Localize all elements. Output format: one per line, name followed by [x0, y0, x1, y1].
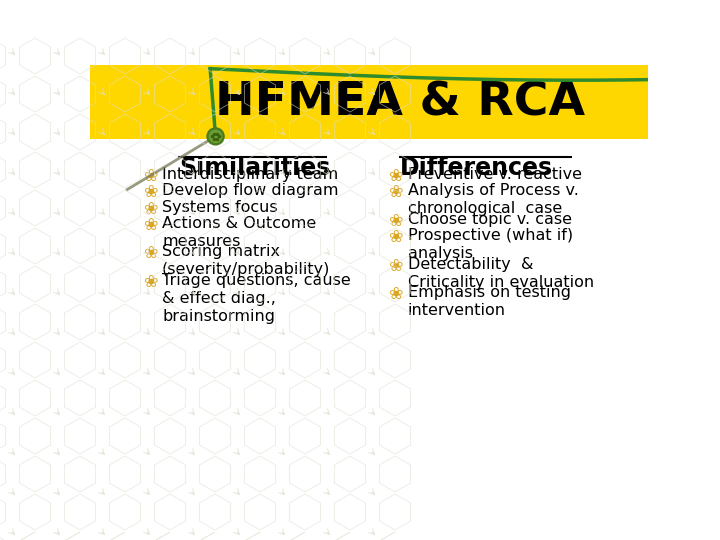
Text: Detectability  &
Criticality in evaluation: Detectability & Criticality in evaluatio…: [408, 256, 594, 289]
Text: ❀: ❀: [388, 212, 403, 230]
Text: Scoring matrix
(severity/probability): Scoring matrix (severity/probability): [162, 244, 330, 277]
Circle shape: [207, 128, 224, 145]
Text: ❀: ❀: [143, 215, 157, 234]
Text: Preventive v. reactive: Preventive v. reactive: [408, 167, 582, 182]
Text: Interdisciplinary team: Interdisciplinary team: [162, 167, 338, 182]
Text: Triage questions, cause
& effect diag.,
brainstorming: Triage questions, cause & effect diag., …: [162, 273, 351, 323]
Text: ❀: ❀: [388, 184, 403, 201]
Text: HFMEA & RCA: HFMEA & RCA: [215, 80, 585, 125]
Text: Analysis of Process v.
chronological  case: Analysis of Process v. chronological cas…: [408, 184, 579, 217]
Text: Actions & Outcome
measures: Actions & Outcome measures: [162, 215, 316, 249]
Text: Choose topic v. case: Choose topic v. case: [408, 212, 572, 227]
Text: Systems focus: Systems focus: [162, 200, 278, 214]
Text: ❀: ❀: [143, 273, 157, 291]
Text: ❀: ❀: [143, 167, 157, 185]
Text: ❀: ❀: [388, 256, 403, 274]
Text: ❀: ❀: [143, 184, 157, 201]
Text: Develop flow diagram: Develop flow diagram: [162, 184, 338, 198]
Circle shape: [210, 130, 222, 143]
Text: ❀: ❀: [388, 228, 403, 246]
FancyBboxPatch shape: [90, 65, 648, 139]
Text: ❀: ❀: [143, 200, 157, 218]
Text: ❀: ❀: [388, 285, 403, 303]
Text: ❀: ❀: [143, 244, 157, 262]
Text: Differences: Differences: [400, 156, 553, 180]
Text: ❀: ❀: [388, 167, 403, 185]
Text: Similarities: Similarities: [179, 156, 330, 180]
Text: Emphasis on testing
intervention: Emphasis on testing intervention: [408, 285, 571, 318]
Text: Prospective (what if)
analysis: Prospective (what if) analysis: [408, 228, 573, 261]
